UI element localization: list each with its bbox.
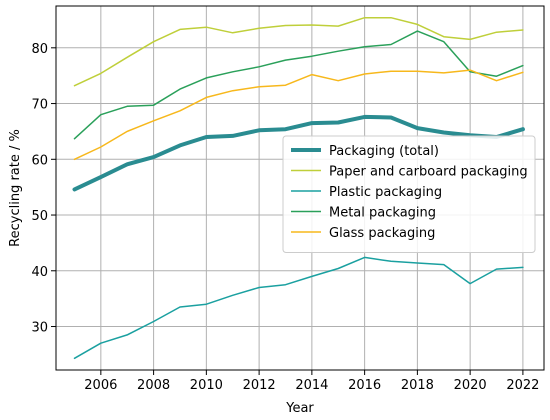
series-lines (72, 16, 525, 360)
x-tick-label: 2014 (295, 378, 328, 393)
y-tick-label: 80 (31, 42, 48, 57)
legend-label: Paper and carboard packaging (329, 165, 528, 180)
series-line-4 (73, 30, 524, 140)
x-tick-label: 2018 (401, 378, 434, 393)
plot-frame (55, 5, 545, 371)
x-tick-label: 2012 (243, 378, 276, 393)
series-line-1 (72, 114, 525, 192)
y-tick-label: 60 (31, 153, 48, 168)
y-tick-label: 30 (31, 321, 48, 336)
y-tick-label: 70 (31, 98, 48, 113)
axis-ticks: 2006 2008 2010 2012 2014 2016 2018 2020 2022 30 40… (31, 42, 539, 393)
legend-box (282, 135, 536, 253)
y-tick-label: 40 (31, 265, 48, 280)
legend-label: Plastic packaging (329, 185, 442, 200)
series-line-5 (73, 69, 524, 161)
y-axis-title: Recycling rate / % (8, 129, 23, 247)
legend-label: Glass packaging (329, 226, 435, 241)
x-tick-label: 2008 (137, 378, 170, 393)
x-tick-label: 2020 (454, 378, 487, 393)
legend-label: Metal packaging (329, 206, 436, 221)
x-tick-label: 2022 (506, 378, 539, 393)
legend: Packaging (total) Paper and carboard pack… (282, 135, 536, 253)
x-tick-label: 2016 (348, 378, 381, 393)
x-tick-label: 2006 (84, 378, 117, 393)
series-line-3 (73, 256, 524, 360)
y-tick-label: 50 (31, 209, 48, 224)
x-axis-title: Year (285, 401, 314, 416)
legend-label: Packaging (total) (329, 144, 439, 159)
x-tick-label: 2010 (190, 378, 223, 393)
series-line-2 (73, 16, 524, 87)
